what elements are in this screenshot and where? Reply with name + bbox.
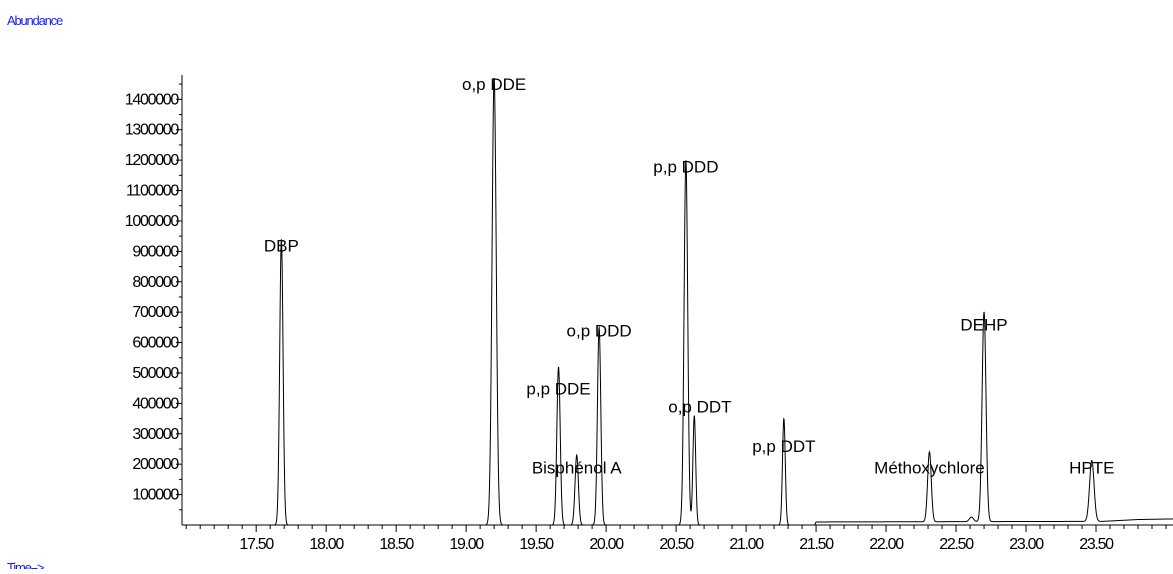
x-axis-title: Time--> xyxy=(7,560,44,569)
peak-label: DBP xyxy=(264,236,299,255)
x-tick-label: 21.50 xyxy=(799,536,834,553)
x-tick-label: 19.00 xyxy=(449,536,484,553)
y-tick-label: 300000 xyxy=(132,426,179,443)
peak-label: o,p DDD xyxy=(567,321,632,340)
chromatogram-trace xyxy=(182,78,1173,526)
x-tick-label: 21.00 xyxy=(729,536,764,553)
y-tick-label: 700000 xyxy=(132,304,179,321)
y-tick-label: 900000 xyxy=(132,243,179,260)
x-tick-label: 17.50 xyxy=(239,536,274,553)
x-tick-label: 22.50 xyxy=(939,536,974,553)
peak-label: o,p DDE xyxy=(462,75,526,94)
y-axis-ticks: 100000 200000 300000 400000 500000 600000 7000… xyxy=(125,83,182,511)
y-tick-label: 1200000 xyxy=(125,152,180,169)
peak-label: p,p DDE xyxy=(526,379,590,398)
peak-label: o,p DDT xyxy=(668,398,731,417)
peak-label: DEHP xyxy=(960,315,1007,334)
peak-label: Bisphénol A xyxy=(532,458,622,477)
x-tick-label: 20.50 xyxy=(659,536,694,553)
y-tick-label: 1000000 xyxy=(125,213,180,230)
x-axis-ticks: 17.50 18.00 18.50 19.00 19.50 20.00 20.50 21.00… xyxy=(185,525,1167,553)
x-tick-label: 23.50 xyxy=(1079,536,1114,553)
peak-label: HPTE xyxy=(1069,458,1114,477)
x-tick-label: 23.00 xyxy=(1009,536,1044,553)
y-tick-label: 100000 xyxy=(132,487,179,504)
peak-label: p,p DDD xyxy=(653,157,718,176)
x-tick-label: 18.00 xyxy=(309,536,344,553)
x-tick-label: 18.50 xyxy=(379,536,414,553)
y-tick-label: 600000 xyxy=(132,335,179,352)
y-tick-label: 1400000 xyxy=(125,91,180,108)
y-tick-label: 400000 xyxy=(132,395,179,412)
y-tick-label: 200000 xyxy=(132,456,179,473)
peak-annotations: DBP o,p DDE p,p DDE Bisphénol A o,p DDD p,p D… xyxy=(264,75,1115,477)
y-tick-label: 1100000 xyxy=(126,183,179,200)
peak-label: p,p DDT xyxy=(752,437,815,456)
peak-label: Méthoxychlore xyxy=(874,458,985,477)
x-tick-label: 20.00 xyxy=(589,536,624,553)
y-axis-title: Abundance xyxy=(7,13,63,28)
x-tick-label: 22.00 xyxy=(869,536,904,553)
y-tick-label: 500000 xyxy=(132,365,179,382)
y-tick-label: 1300000 xyxy=(125,122,180,139)
y-tick-label: 800000 xyxy=(132,274,179,291)
x-tick-label: 19.50 xyxy=(519,536,554,553)
